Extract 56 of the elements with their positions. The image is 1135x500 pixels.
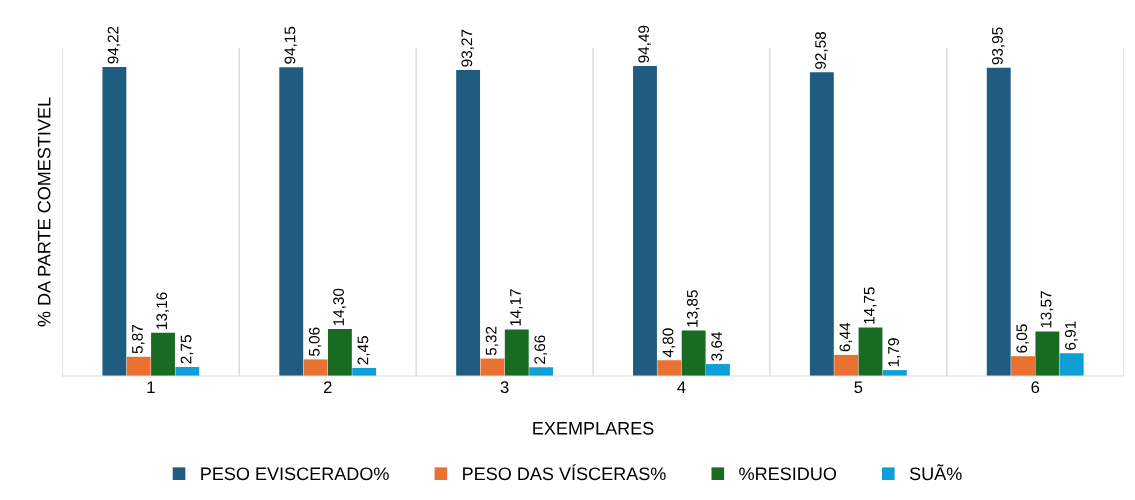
y-axis-title: % DA PARTE COMESTIVEL [37, 97, 51, 327]
data-label: 14,17 [510, 289, 523, 326]
bar [1011, 356, 1035, 376]
legend-label: SUÃ% [909, 464, 962, 481]
data-label: 93,27 [461, 29, 475, 67]
bar [858, 327, 883, 376]
bar [1035, 331, 1060, 376]
bar [986, 67, 1011, 376]
data-label: 6,05 [1016, 324, 1029, 353]
data-label: 1,79 [888, 338, 901, 367]
x-tick-label: 3 [500, 381, 509, 394]
data-label: 92,58 [815, 31, 828, 69]
data-label: 94,15 [284, 26, 298, 64]
x-tick-label: 1 [147, 381, 155, 393]
data-label: 5,32 [485, 326, 499, 356]
data-label: 5,87 [131, 325, 145, 354]
bar [456, 70, 481, 376]
bar [681, 330, 706, 376]
legend-label: PESO DAS VÍSCERAS% [463, 464, 666, 481]
bar [327, 329, 352, 376]
bar [834, 354, 859, 376]
bar [657, 360, 682, 376]
data-label: 2,66 [534, 335, 547, 364]
legend-label: PESO EVISCERADO% [201, 467, 389, 481]
data-label: 14,30 [333, 288, 346, 326]
data-label: 93,95 [992, 27, 1005, 65]
bar [126, 356, 151, 376]
bar [504, 329, 529, 376]
data-label: 13,85 [686, 290, 700, 327]
data-label: 13,16 [156, 292, 169, 329]
bar [529, 367, 554, 376]
data-label: 13,57 [1040, 291, 1054, 328]
data-label: 6,91 [1064, 321, 1078, 350]
bar [809, 72, 834, 376]
data-label: 94,49 [638, 25, 651, 63]
data-label: 6,44 [839, 322, 853, 352]
bar [102, 66, 127, 376]
data-label: 3,64 [711, 332, 724, 361]
bar [151, 332, 175, 376]
bar [1059, 353, 1084, 376]
x-tick-label: 2 [323, 381, 332, 393]
x-tick-label: 4 [677, 381, 686, 393]
data-label: 2,75 [180, 335, 194, 364]
x-tick-label: 5 [854, 381, 863, 394]
legend-label: %RESIDUO [739, 467, 837, 481]
bar [706, 364, 730, 376]
data-label: 94,22 [107, 26, 121, 64]
bar [633, 66, 657, 376]
data-label: 5,06 [308, 327, 322, 357]
bar [303, 359, 328, 376]
data-label: 2,45 [357, 336, 371, 365]
x-axis-title: EXEMPLARES [533, 421, 654, 435]
bar [279, 67, 304, 376]
data-label: 14,75 [863, 287, 877, 324]
x-tick-label: 6 [1031, 381, 1040, 394]
data-label: 4,80 [662, 328, 676, 358]
